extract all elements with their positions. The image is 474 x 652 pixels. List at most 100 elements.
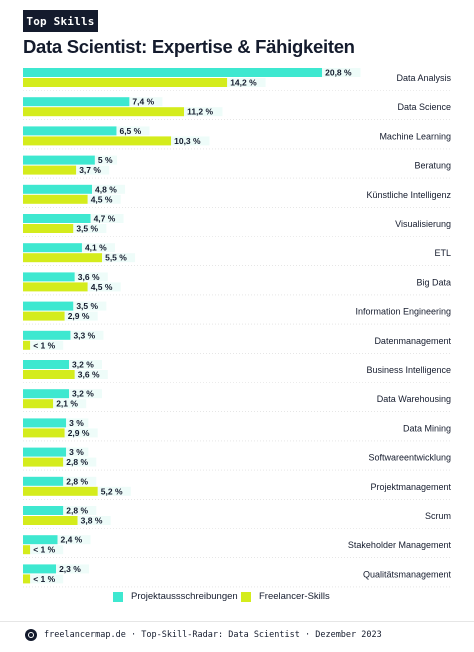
value-label-projekt-beratung: 5 % (98, 155, 113, 165)
label-bg-projekt-data-analysis (322, 68, 361, 77)
value-label-projekt-projektmanagement: 2,8 % (66, 476, 88, 486)
bar-projekt-data-analysis (23, 68, 323, 77)
category-label-big-data: Big Data (416, 277, 451, 287)
bar-projekt-information-engineering (23, 301, 74, 311)
bar-freelancer-data-analysis (23, 78, 228, 87)
label-bg-projekt-business-intelligence (69, 360, 103, 369)
value-label-freelancer-beratung: 3,7 % (79, 165, 101, 175)
freelancermap-logo-icon (25, 629, 37, 641)
value-label-projekt-machine-learning: 6,5 % (119, 126, 141, 136)
label-bg-projekt-big-data (74, 272, 108, 282)
value-label-projekt-scrum: 2,8 % (66, 506, 88, 516)
footer-text: freelancermap.de · Top-Skill-Radar: Data… (44, 630, 382, 640)
legend-swatch-projekt (113, 591, 123, 602)
label-bg-projekt-data-science (129, 97, 163, 107)
value-label-freelancer-projektmanagement: 5,2 % (101, 486, 123, 496)
category-label-data-science: Data Science (397, 102, 451, 112)
bar-projekt-softwareentwicklung (23, 447, 67, 457)
label-bg-projekt-beratung (94, 155, 118, 165)
bar-chart: 20,8 % 14,2 % Data Analysis 7,4 % 11,2 % Data… (23, 68, 452, 588)
category-label-softwareentwicklung: Softwareentwicklung (368, 453, 451, 463)
value-label-freelancer-qualitätsmanagement: < 1 % (33, 574, 55, 584)
value-label-projekt-data-warehousing: 3,2 % (72, 389, 94, 399)
bar-freelancer-softwareentwicklung (23, 457, 64, 467)
bar-freelancer-künstliche-intelligenz (23, 194, 88, 204)
bar-projekt-data-science (23, 97, 130, 107)
legend-label-projekt: Projektaussschreibungen (131, 591, 238, 602)
category-label-data-warehousing: Data Warehousing (377, 394, 451, 404)
value-label-freelancer-datenmanagement: < 1 % (33, 340, 55, 350)
value-label-freelancer-big-data: 4,5 % (91, 282, 113, 292)
label-bg-freelancer-machine-learning (171, 136, 210, 146)
label-bg-projekt-künstliche-intelligenz (92, 184, 126, 194)
top-skills-badge: Top Skills (23, 10, 98, 32)
value-label-projekt-information-engineering: 3,5 % (76, 301, 98, 311)
legend-label-freelancer: Freelancer-Skills (259, 591, 330, 602)
bar-freelancer-data-mining (23, 428, 65, 438)
value-label-freelancer-künstliche-intelligenz: 4,5 % (91, 194, 113, 204)
label-bg-projekt-projektmanagement (63, 476, 97, 486)
legend-item-projekt: Projektaussschreibungen (113, 591, 238, 602)
label-bg-freelancer-big-data (87, 282, 121, 292)
bar-projekt-datenmanagement (23, 330, 71, 340)
label-bg-freelancer-etl (102, 253, 136, 263)
footer: freelancermap.de · Top-Skill-Radar: Data… (0, 621, 474, 652)
value-label-projekt-datenmanagement: 3,3 % (73, 330, 95, 340)
label-bg-freelancer-data-warehousing (53, 399, 87, 409)
label-bg-projekt-stakeholder-management (57, 535, 91, 545)
bar-freelancer-visualisierung (23, 224, 74, 233)
value-label-freelancer-business-intelligence: 3,6 % (78, 370, 100, 380)
legend-item-freelancer: Freelancer-Skills (241, 591, 330, 602)
bar-projekt-etl (23, 243, 82, 253)
value-label-projekt-data-science: 7,4 % (132, 97, 154, 107)
bar-projekt-visualisierung (23, 214, 91, 223)
value-label-projekt-stakeholder-management: 2,4 % (61, 535, 83, 545)
label-bg-projekt-data-mining (66, 418, 89, 428)
value-label-projekt-etl: 4,1 % (85, 243, 107, 253)
label-bg-freelancer-stakeholder-management (30, 545, 64, 555)
label-bg-freelancer-data-analysis (227, 78, 266, 87)
bar-freelancer-qualitätsmanagement (23, 574, 31, 584)
value-label-freelancer-data-mining: 2,9 % (68, 428, 90, 438)
legend-swatch-freelancer (241, 591, 251, 602)
value-label-projekt-qualitätsmanagement: 2,3 % (59, 564, 81, 574)
label-bg-projekt-qualitätsmanagement (56, 564, 90, 574)
bar-freelancer-beratung (23, 165, 77, 175)
label-bg-freelancer-beratung (76, 165, 110, 175)
label-bg-freelancer-qualitätsmanagement (30, 574, 64, 584)
bar-freelancer-scrum (23, 516, 78, 525)
bar-freelancer-data-warehousing (23, 399, 54, 409)
category-label-projektmanagement: Projektmanagement (370, 482, 451, 492)
label-bg-freelancer-datenmanagement (30, 340, 64, 350)
label-bg-freelancer-visualisierung (73, 224, 107, 233)
category-label-etl: ETL (434, 248, 451, 258)
label-bg-projekt-datenmanagement (70, 330, 104, 340)
category-label-business-intelligence: Business Intelligence (366, 365, 451, 375)
label-bg-projekt-machine-learning (116, 126, 150, 136)
category-label-datenmanagement: Datenmanagement (374, 336, 451, 346)
value-label-freelancer-softwareentwicklung: 2,8 % (66, 457, 88, 467)
bar-projekt-künstliche-intelligenz (23, 184, 93, 194)
value-label-freelancer-information-engineering: 2,9 % (68, 311, 90, 321)
value-label-projekt-softwareentwicklung: 3 % (69, 447, 84, 457)
label-bg-freelancer-data-science (184, 107, 223, 117)
value-label-freelancer-etl: 5,5 % (105, 253, 127, 263)
category-label-information-engineering: Information Engineering (355, 307, 451, 317)
chart-title: Data Scientist: Expertise & Fähigkeiten (23, 36, 355, 57)
category-label-data-analysis: Data Analysis (396, 73, 451, 83)
value-label-freelancer-scrum: 3,8 % (81, 516, 103, 526)
category-label-visualisierung: Visualisierung (395, 219, 451, 229)
label-bg-projekt-data-warehousing (69, 389, 103, 399)
label-bg-freelancer-projektmanagement (97, 486, 131, 496)
value-label-projekt-data-analysis: 20,8 % (325, 68, 352, 78)
bar-projekt-machine-learning (23, 126, 117, 136)
bar-freelancer-projektmanagement (23, 486, 98, 496)
bar-freelancer-information-engineering (23, 311, 65, 321)
value-label-freelancer-data-analysis: 14,2 % (230, 78, 257, 88)
bar-freelancer-etl (23, 253, 103, 263)
value-label-projekt-business-intelligence: 3,2 % (72, 360, 94, 370)
category-label-stakeholder-management: Stakeholder Management (348, 540, 452, 550)
bar-projekt-data-warehousing (23, 389, 70, 399)
label-bg-projekt-softwareentwicklung (66, 447, 89, 457)
label-bg-freelancer-information-engineering (64, 311, 98, 321)
